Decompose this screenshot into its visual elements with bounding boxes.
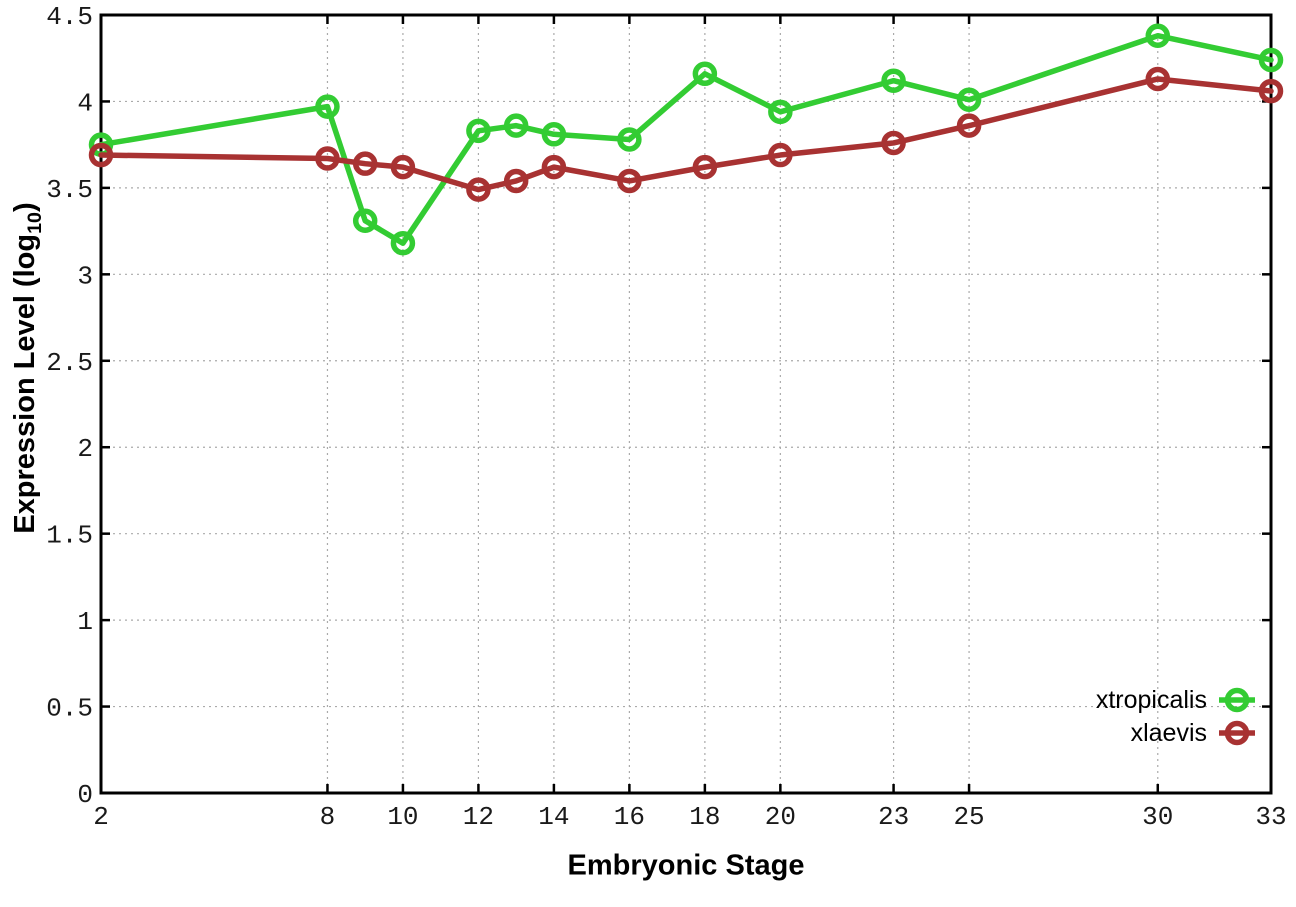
data-point-xlaevis-23 [881,130,906,156]
data-point-xtropicalis-10 [390,230,416,256]
data-point-xlaevis-16 [617,168,642,194]
x-tick-label: 33 [1255,802,1286,832]
y-tick-label: 3.5 [46,175,93,205]
legend-item-xlaevis: xlaevis [1131,717,1256,749]
data-point-xtropicalis-12 [466,118,491,144]
y-tick-label: 3 [77,261,93,291]
legend-marker-icon [1219,720,1255,746]
data-point-xlaevis-18 [692,154,718,180]
data-point-xtropicalis-33 [1258,47,1284,73]
y-tick-label: 0 [77,780,93,810]
data-point-xtropicalis-9 [352,208,378,233]
y-axis-title-subscript: 10 [23,211,46,234]
data-point-xlaevis-8 [315,146,340,171]
y-tick-label: 2.5 [46,348,93,378]
data-point-xtropicalis-16 [617,127,642,152]
y-tick-label: 4 [77,88,93,118]
data-point-xtropicalis-13 [503,113,529,138]
data-point-xlaevis-12 [466,177,491,202]
x-tick-label: 12 [463,802,494,832]
y-tick-label: 1.5 [46,521,93,551]
x-tick-label: 10 [387,802,418,832]
y-tick-label: 4.5 [46,2,93,32]
legend-label: xlaevis [1130,718,1207,747]
x-tick-label: 16 [614,802,645,832]
y-axis-title-text: Expression Level (log [9,233,42,534]
data-point-xtropicalis-14 [541,122,567,147]
data-point-xlaevis-10 [390,154,416,180]
data-point-xlaevis-20 [768,142,793,168]
x-tick-label: 23 [878,802,909,832]
x-tick-label: 8 [320,802,336,832]
x-tick-label: 30 [1142,802,1173,832]
y-tick-label: 2 [77,434,93,464]
data-point-xtropicalis-30 [1145,23,1171,48]
data-point-xtropicalis-18 [692,61,718,87]
x-tick-label: 18 [689,802,720,832]
y-tick-label: 0.5 [46,694,93,724]
legend-label: xtropicalis [1095,685,1207,714]
data-point-xlaevis-9 [352,151,378,176]
series-line-xlaevis [98,76,1274,193]
x-tick-label: 2 [93,802,109,832]
data-point-xlaevis-2 [88,142,114,168]
y-axis-title: Expression Level (log10) [9,202,47,533]
y-axis-title-suffix: ) [9,202,42,212]
data-point-xlaevis-13 [503,168,529,194]
x-tick-label: 25 [953,802,984,832]
data-point-xtropicalis-23 [881,68,906,93]
series-line-xtropicalis [98,32,1274,246]
data-point-xlaevis-25 [956,113,982,138]
data-point-xlaevis-30 [1145,66,1171,92]
plot-border [99,13,1273,795]
data-point-xtropicalis-20 [768,99,793,125]
data-point-xtropicalis-25 [956,87,982,112]
x-axis-title: Embryonic Stage [567,849,805,882]
x-tick-label: 14 [538,802,569,832]
data-point-xtropicalis-8 [315,94,340,119]
y-tick-label: 1 [77,607,93,637]
data-point-xlaevis-14 [541,154,567,180]
data-point-xlaevis-33 [1258,78,1284,104]
legend-marker-icon [1219,687,1255,713]
x-tick-label: 20 [765,802,796,832]
legend-item-xtropicalis: xtropicalis [1096,684,1256,716]
